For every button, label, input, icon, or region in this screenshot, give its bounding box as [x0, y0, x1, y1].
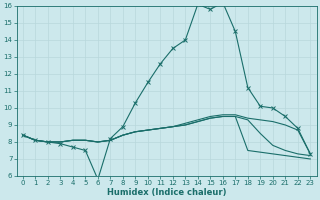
X-axis label: Humidex (Indice chaleur): Humidex (Indice chaleur)	[107, 188, 226, 197]
